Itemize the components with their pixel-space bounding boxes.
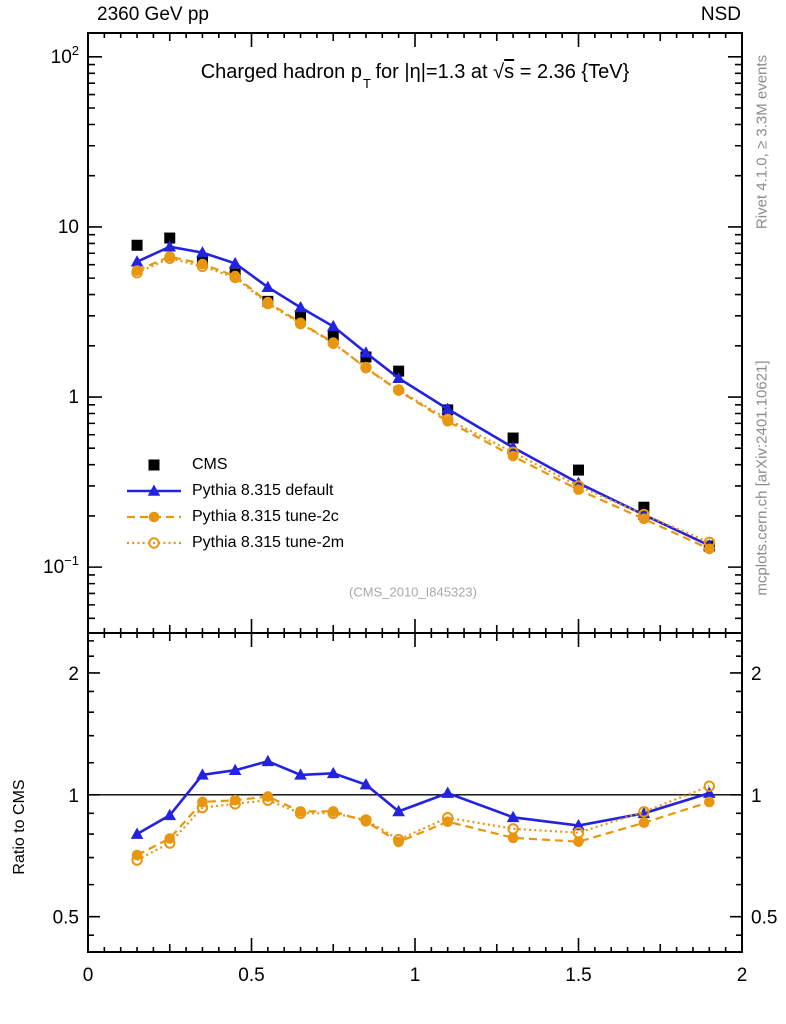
legend-label: CMS xyxy=(192,456,228,473)
legend-marker-circle xyxy=(127,511,181,523)
mcplots-arxiv-note: mcplots.cern.ch [arXiv:2401.10621] xyxy=(753,360,771,596)
tick-label: 0.5 xyxy=(53,908,79,929)
legend-label: Pythia 8.315 tune-2m xyxy=(192,534,345,551)
tick-label: 10 xyxy=(58,217,79,238)
legend: CMS Pythia 8.315 default Pythia 8.315 tune… xyxy=(126,452,344,556)
event-class-label: NSD xyxy=(700,4,741,25)
ratio-panel-frame xyxy=(87,632,743,953)
tick-label: 1.5 xyxy=(565,965,591,986)
tick-label: 1 xyxy=(68,387,79,408)
series-ratio-pythia-8-315-tune-2m xyxy=(131,780,715,866)
series-ratio-pythia-8-315-default xyxy=(130,754,716,839)
analysis-id-watermark: (CMS_2010_I845323) xyxy=(349,584,477,600)
tick-label: 0.5 xyxy=(751,908,777,929)
sqrt-sign: √ xyxy=(493,61,505,83)
tick-label: 0 xyxy=(83,965,94,986)
legend-marker-square xyxy=(148,459,160,471)
legend-label: Pythia 8.315 tune-2c xyxy=(192,508,339,525)
tick-label: 1 xyxy=(68,786,79,807)
legend-item-pythia-8-315-tune-2c: Pythia 8.315 tune-2c xyxy=(126,504,344,530)
plot-title-energy: = 2.36 {TeV} xyxy=(514,61,630,83)
plot-title-text: Charged hadron p xyxy=(200,61,362,83)
tick-label: 2 xyxy=(68,664,79,685)
tick-label: 1 xyxy=(751,786,762,807)
rivet-version-note: Rivet 4.1.0, ≥ 3.3M events xyxy=(753,54,771,230)
tick-label: 10−1 xyxy=(43,553,79,578)
ratio-axis-label: Ratio to CMS xyxy=(11,779,28,875)
tick-label: 1 xyxy=(410,965,421,986)
plot-title: Charged hadron pT for |η|=1.3 at √s = 2.… xyxy=(88,61,742,91)
legend-marker-triangle xyxy=(127,484,181,496)
axis-ticks xyxy=(88,33,742,952)
sqrt-arg: s xyxy=(504,61,515,83)
legend-label: Pythia 8.315 default xyxy=(192,482,334,499)
tick-labels: 0 0.5 1 1.5 2 102 10 1 10−1 2 2 1 1 0.5 0.5 xyxy=(43,43,777,986)
plot-title-eta: for |η|=1.3 at xyxy=(369,61,494,83)
legend-item-pythia-8-315-tune-2m: Pythia 8.315 tune-2m xyxy=(126,530,344,556)
beam-energy-label: 2360 GeV pp xyxy=(97,4,209,25)
tick-label: 2 xyxy=(751,664,762,685)
pt-subscript: T xyxy=(362,76,371,91)
legend-item-cms: CMS xyxy=(126,452,344,478)
series-main-pythia-8-315-tune-2m xyxy=(131,252,715,548)
legend-item-pythia-8-315-default: Pythia 8.315 default xyxy=(126,478,344,504)
tick-label: 102 xyxy=(51,43,79,68)
tick-label: 0.5 xyxy=(238,965,264,986)
legend-marker-circle xyxy=(127,537,181,549)
tick-label: 2 xyxy=(737,965,748,986)
